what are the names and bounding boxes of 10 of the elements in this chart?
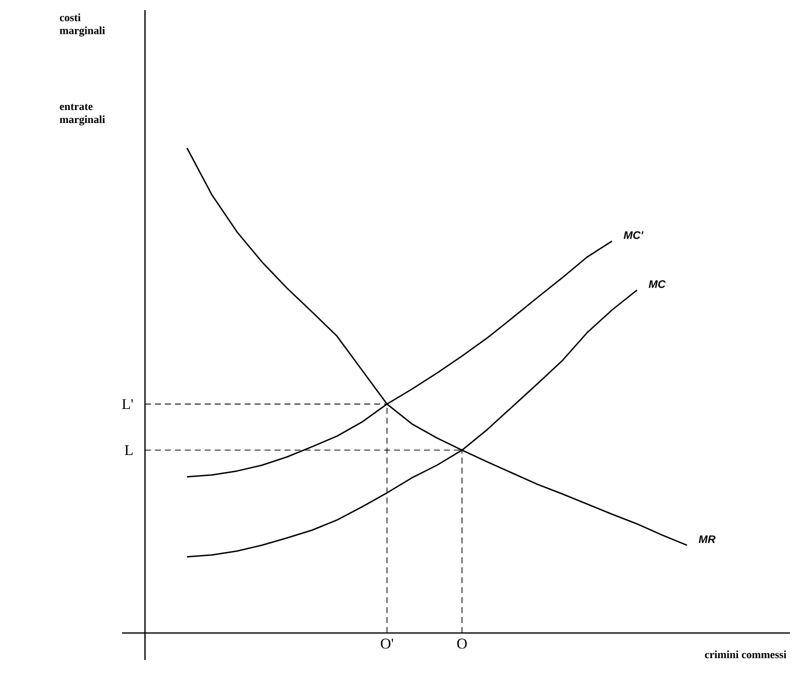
ref-line-label: L [124, 445, 133, 456]
text: entrate marginali [60, 104, 105, 126]
text: costi marginali [60, 14, 105, 36]
x-tick-label: O [457, 638, 467, 649]
series-label: MC [648, 280, 666, 288]
x-tick-label: O' [380, 638, 394, 649]
x-axis-title: crimini commessi [704, 650, 786, 658]
series-label: MR [698, 535, 716, 543]
ref-line-label: L' [122, 399, 133, 409]
series-label: MC' [624, 231, 644, 239]
